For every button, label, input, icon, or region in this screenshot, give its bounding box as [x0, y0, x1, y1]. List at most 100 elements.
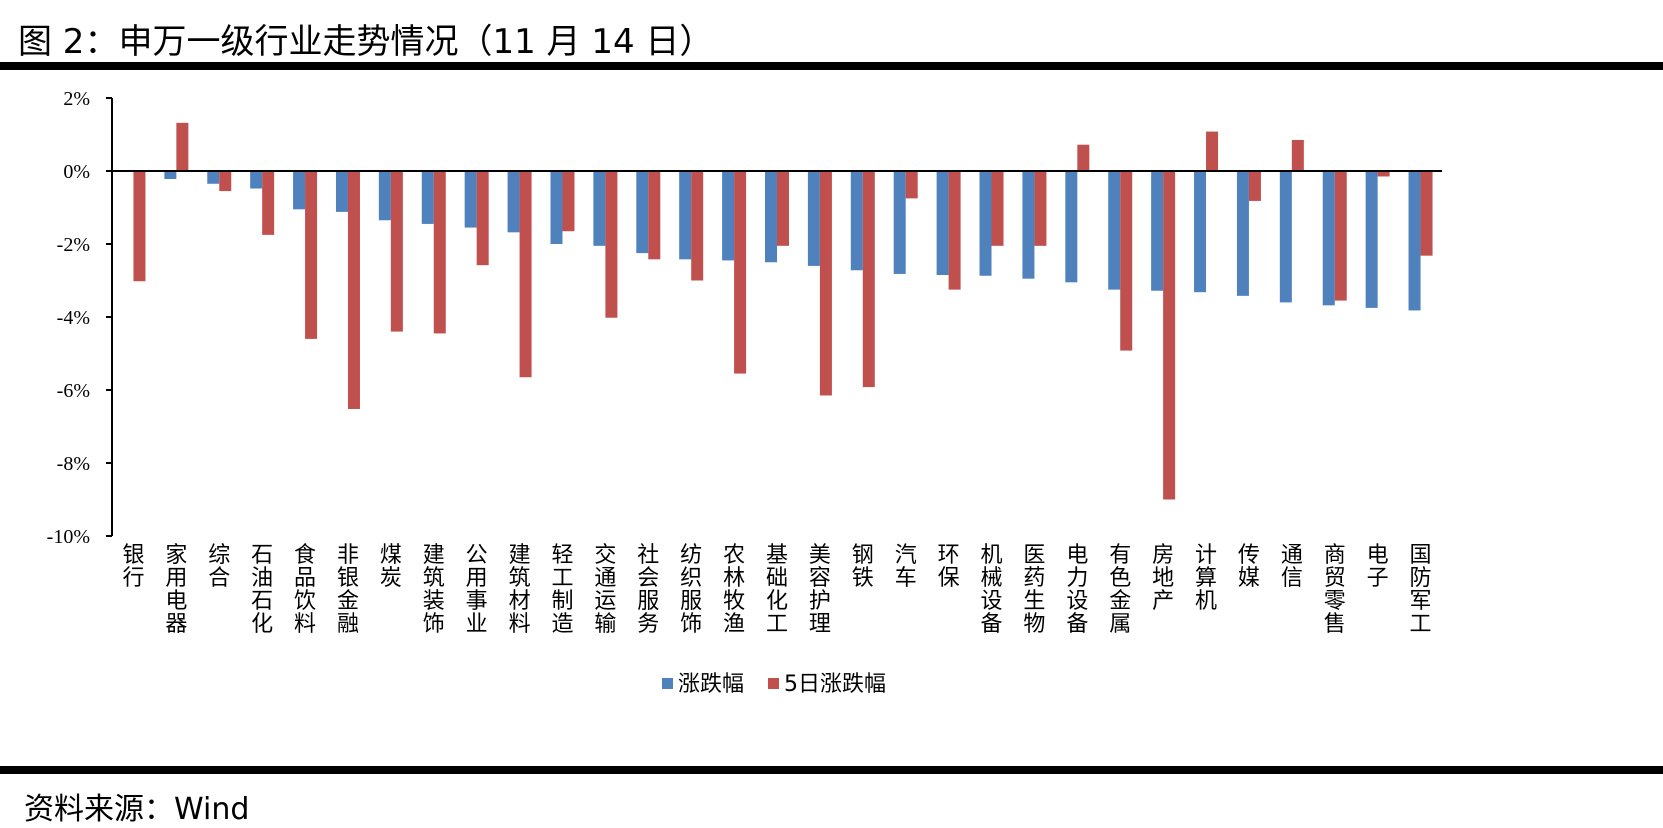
- bar-change-1: [164, 171, 176, 179]
- legend-swatch-change-5d: [768, 678, 779, 689]
- bar-change-13: [679, 171, 691, 259]
- bar-change-11: [593, 171, 605, 246]
- figure-title: 图 2：申万一级行业走势情况（11 月 14 日）: [18, 14, 713, 63]
- x-category-label: 公用事业: [466, 543, 488, 637]
- y-tick-label: -10%: [47, 526, 90, 548]
- bar-change-29: [1366, 171, 1378, 308]
- bar-change-21: [1022, 171, 1034, 279]
- bar-change-22: [1065, 171, 1077, 282]
- x-category-label: 建筑材料: [509, 543, 531, 637]
- legend-swatch-change: [662, 678, 673, 689]
- bar-change-7: [422, 171, 434, 224]
- bar-change-5d-3: [262, 171, 274, 235]
- bar-change-9: [508, 171, 520, 232]
- bar-change-5d-24: [1163, 171, 1175, 500]
- bars-group: [121, 123, 1432, 500]
- bar-change-5d-10: [562, 171, 574, 231]
- bar-change-5d-13: [691, 171, 703, 281]
- x-category-label: 社会服务: [637, 543, 659, 637]
- bar-change-16: [808, 171, 820, 266]
- bar-change-5d-0: [133, 171, 145, 281]
- bar-change-5d-27: [1292, 140, 1304, 171]
- x-category-label: 钢铁: [852, 543, 874, 591]
- bar-change-28: [1323, 171, 1335, 305]
- bar-change-3: [250, 171, 262, 189]
- bar-change-5d-5: [348, 171, 360, 409]
- x-category-label: 煤炭: [380, 543, 402, 591]
- bar-change-26: [1237, 171, 1249, 296]
- bar-change-5d-23: [1120, 171, 1132, 351]
- bar-change-20: [980, 171, 992, 276]
- bar-change-18: [894, 171, 906, 274]
- bar-change-5d-18: [906, 171, 918, 198]
- x-category-label: 通信: [1281, 543, 1303, 591]
- x-category-label: 电力设备: [1066, 543, 1088, 637]
- x-category-label: 汽车: [895, 543, 917, 591]
- x-category-label: 商贸零售: [1324, 543, 1346, 637]
- source-note: 资料来源：Wind: [24, 784, 249, 828]
- bar-change-5d-9: [520, 171, 532, 377]
- x-category-label: 家用电器: [165, 543, 187, 637]
- y-tick-label: 2%: [63, 88, 90, 110]
- bar-change-19: [937, 171, 949, 275]
- bar-change-5d-25: [1206, 132, 1218, 171]
- bar-change-24: [1151, 171, 1163, 291]
- bar-change-5d-8: [477, 171, 489, 265]
- x-category-label: 传媒: [1238, 543, 1260, 591]
- bar-change-17: [851, 171, 863, 270]
- bar-change-5d-14: [734, 171, 746, 374]
- y-tick-label: -4%: [57, 307, 90, 329]
- bar-change-5d-28: [1335, 171, 1347, 301]
- bar-change-25: [1194, 171, 1206, 292]
- x-category-label: 电子: [1367, 543, 1389, 591]
- x-category-label: 纺织服饰: [680, 543, 702, 637]
- y-tick-label: -6%: [57, 380, 90, 402]
- x-category-label: 交通运输: [594, 543, 616, 637]
- legend-label-change-5d: 5日涨跌幅: [784, 672, 886, 697]
- x-category-label: 轻工制造: [551, 543, 573, 637]
- legend-label-change: 涨跌幅: [678, 672, 744, 697]
- bar-change-5d-22: [1077, 145, 1089, 171]
- bar-change-5d-16: [820, 171, 832, 395]
- x-category-label: 房地产: [1152, 543, 1174, 614]
- top-rule: [0, 62, 1663, 70]
- y-tick-label: -8%: [57, 453, 90, 475]
- bar-change-30: [1409, 171, 1421, 310]
- x-category-label: 基础化工: [766, 543, 788, 637]
- x-category-label: 非银金融: [337, 543, 359, 637]
- x-category-label: 食品饮料: [294, 543, 316, 637]
- x-category-label: 环保: [938, 543, 960, 591]
- y-tick-labels: 2%0%-2%-4%-6%-8%-10%: [47, 88, 90, 548]
- bar-change-27: [1280, 171, 1292, 302]
- x-category-label: 美容护理: [809, 543, 831, 637]
- bar-change-5d-6: [391, 171, 403, 332]
- bar-change-5: [336, 171, 348, 212]
- bottom-rule: [0, 766, 1663, 774]
- x-category-label: 农林牧渔: [723, 543, 745, 637]
- x-category-label: 机械设备: [981, 543, 1003, 637]
- x-category-label: 有色金属: [1109, 543, 1131, 637]
- bar-change-10: [550, 171, 562, 244]
- bar-change-8: [465, 171, 477, 228]
- bar-change-6: [379, 171, 391, 220]
- bar-change-2: [207, 171, 219, 184]
- x-category-label: 建筑装饰: [423, 543, 445, 637]
- bar-change-12: [636, 171, 648, 253]
- x-category-label: 医药生物: [1023, 543, 1045, 637]
- y-tick-label: -2%: [57, 234, 90, 256]
- bar-change-5d-20: [992, 171, 1004, 246]
- bar-change-5d-1: [176, 123, 188, 171]
- bar-change-5d-2: [219, 171, 231, 191]
- bar-change-5d-30: [1421, 171, 1433, 256]
- bar-change-5d-15: [777, 171, 789, 246]
- bar-change-5d-12: [648, 171, 660, 259]
- x-category-label: 国防军工: [1410, 543, 1432, 637]
- x-category-label: 银行: [122, 543, 144, 591]
- bar-change-5d-11: [605, 171, 617, 318]
- x-category-labels: 银行家用电器综合石油石化食品饮料非银金融煤炭建筑装饰公用事业建筑材料轻工制造交通…: [122, 543, 1431, 637]
- bar-change-5d-4: [305, 171, 317, 339]
- bar-chart: 2%0%-2%-4%-6%-8%-10% 银行家用电器综合石油石化食品饮料非银金…: [0, 72, 1663, 762]
- bar-change-5d-26: [1249, 171, 1261, 201]
- bar-change-23: [1108, 171, 1120, 290]
- bar-change-5d-7: [434, 171, 446, 333]
